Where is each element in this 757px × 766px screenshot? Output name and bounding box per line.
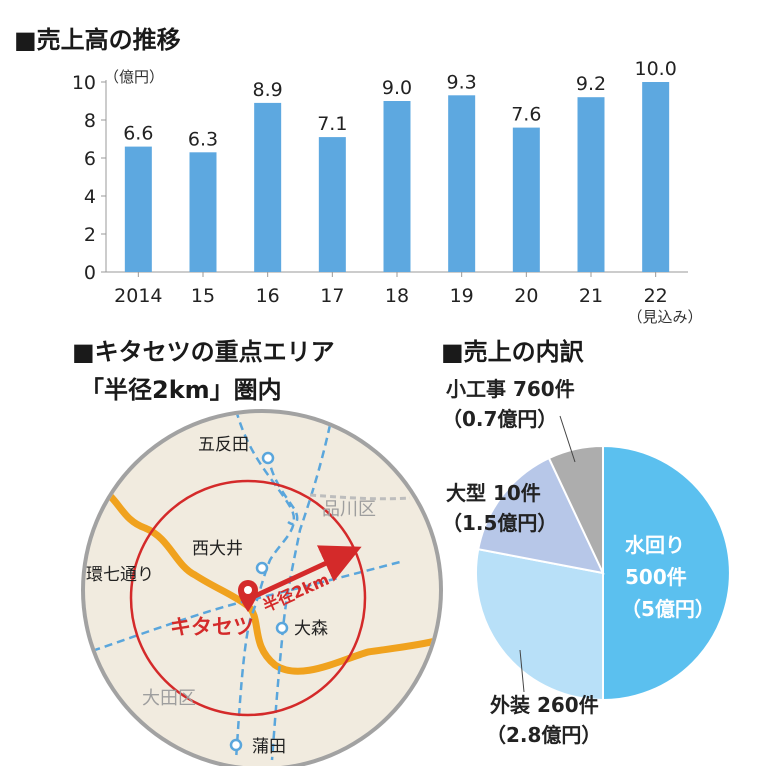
bar xyxy=(383,101,411,272)
rail-line-3 xyxy=(266,454,299,526)
y-tick-label: 10 xyxy=(72,72,96,94)
place-omori: 大森 xyxy=(294,619,328,639)
sales-bar-chart: 0 2 4 6 8 10 2014 15 16 17 18 19 20 21 22 6.6 6.3 8.9 7.1… xyxy=(72,58,703,326)
x-tick-label: 16 xyxy=(256,285,280,307)
place-kannana: 環七通り xyxy=(86,565,154,585)
pie-label-name-count: 大型 10件 xyxy=(446,481,541,505)
y-tick-label: 4 xyxy=(84,186,96,208)
station-omori-icon xyxy=(275,621,289,635)
location-pin-icon xyxy=(238,580,258,612)
company-label: キタセツ xyxy=(170,615,254,639)
pie-label-amount: （0.7億円） xyxy=(442,407,557,431)
pie-label-name: 水回り xyxy=(625,533,685,557)
bar xyxy=(318,137,346,272)
bar-value-label: 7.1 xyxy=(317,113,347,135)
y-tick-label: 8 xyxy=(84,110,96,132)
pie-slice xyxy=(547,444,604,574)
ward-ota: 大田区 xyxy=(142,688,196,709)
rail-line-4 xyxy=(85,560,401,657)
bar xyxy=(254,102,282,273)
bar xyxy=(512,127,540,272)
pie-slice xyxy=(602,444,731,702)
bar xyxy=(577,97,605,272)
rail-line-2 xyxy=(270,424,332,761)
bar-value-label: 9.3 xyxy=(447,71,477,93)
pie-label-name-count: 外装 260件 xyxy=(490,693,599,717)
map-subtitle: 「半径2km」圏内 xyxy=(80,376,282,404)
x-tick-label: 19 xyxy=(450,285,474,307)
rail-line-1 xyxy=(234,413,296,761)
x-tick-label: 20 xyxy=(514,285,538,307)
bar xyxy=(189,152,217,272)
station-nishioi-icon xyxy=(255,561,269,575)
pie-slice xyxy=(477,456,605,575)
y-tick-label: 2 xyxy=(84,224,96,246)
bar-value-label: 7.6 xyxy=(511,104,541,126)
bar-value-label: 9.0 xyxy=(382,77,412,99)
map-land xyxy=(85,413,439,766)
place-nishioi: 西大井 xyxy=(192,539,243,559)
pie-label-amount: （1.5億円） xyxy=(442,511,557,535)
bar xyxy=(124,146,152,272)
y-unit-label: （億円） xyxy=(104,68,164,86)
x-tick-label: 21 xyxy=(579,285,603,307)
x-tick-label: 18 xyxy=(385,285,409,307)
place-kamata: 蒲田 xyxy=(252,737,286,757)
station-gotanda-icon xyxy=(261,451,275,465)
bar-value-label: 6.3 xyxy=(188,128,218,150)
pie-label-amount: （5億円） xyxy=(621,597,715,621)
pie-leader-line xyxy=(519,649,525,693)
pie-label-name-count: 小工事 760件 xyxy=(446,377,575,401)
bar xyxy=(642,82,670,272)
forecast-note: （見込み） xyxy=(627,308,702,326)
bar-value-label: 9.2 xyxy=(576,73,606,95)
x-tick-label: 2014 xyxy=(114,285,162,307)
bar xyxy=(448,95,476,272)
radius-arrow xyxy=(253,545,362,599)
place-gotanda: 五反田 xyxy=(198,435,249,455)
x-tick-label: 17 xyxy=(320,285,344,307)
station-kamata-icon xyxy=(229,738,243,752)
map-title: ■キタセツの重点エリア xyxy=(72,338,335,366)
y-tick-label: 0 xyxy=(84,262,96,284)
x-tick-label: 15 xyxy=(191,285,215,307)
pie-slice xyxy=(475,548,604,702)
pie-label-amount: （2.8億円） xyxy=(486,723,601,747)
bar-value-label: 6.6 xyxy=(123,123,153,145)
radius-ring xyxy=(129,479,367,717)
ward-shinagawa: 品川区 xyxy=(322,499,376,520)
pie-leader-line xyxy=(559,415,576,463)
bar-value-label: 10.0 xyxy=(635,58,677,80)
y-tick-label: 6 xyxy=(84,148,96,170)
ward-boundary xyxy=(309,493,411,501)
bar-value-label: 8.9 xyxy=(253,79,283,101)
pie-label-count: 500件 xyxy=(625,565,687,589)
location-pin-dot xyxy=(244,586,252,594)
breakdown-title: ■売上の内訳 xyxy=(441,338,584,366)
sales-chart-title: ■売上高の推移 xyxy=(14,26,181,54)
x-tick-label: 22 xyxy=(644,285,668,307)
